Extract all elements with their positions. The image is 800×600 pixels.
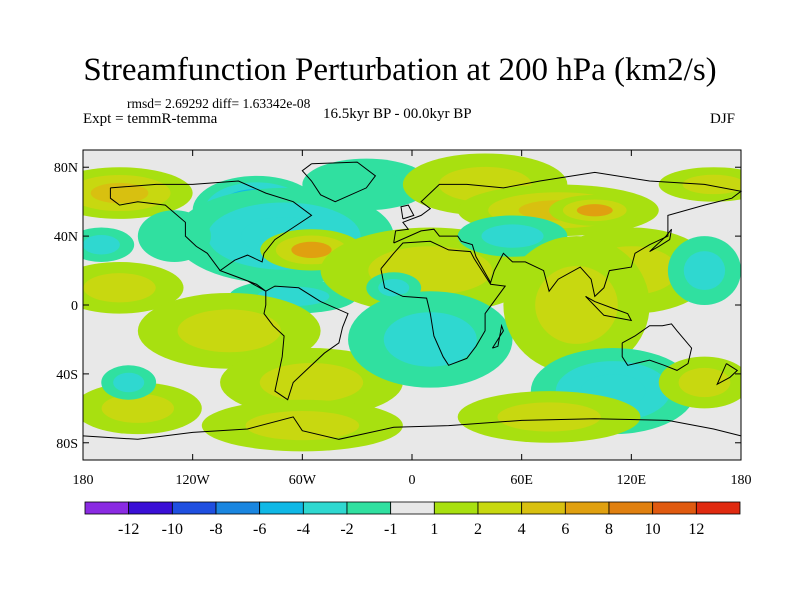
rmsd-diff-stats: rmsd= 2.69292 diff= 1.63342e-08 (127, 96, 311, 111)
contour-anomaly (330, 169, 403, 200)
coastline-australia (621, 323, 693, 371)
contour-anomaly (497, 402, 601, 432)
colorbar-swatch (652, 501, 697, 515)
colorbar-label: 10 (645, 521, 661, 538)
experiment-label: Expt = temmR-temma (83, 111, 218, 127)
colorbar-swatch (128, 501, 173, 515)
coastline-eurasia (393, 171, 743, 298)
colorbar-label: 6 (561, 521, 569, 538)
lon-tick-label: 60E (510, 473, 533, 488)
colorbar-swatch (695, 501, 741, 515)
colorbar-swatch (521, 501, 566, 515)
colorbar-swatch (346, 501, 392, 515)
lon-tick-label: 180 (73, 473, 94, 488)
coastline-britain (400, 204, 415, 220)
contour-anomaly (682, 174, 741, 195)
colorbar-label: 2 (474, 521, 482, 538)
lon-tick-label: 120E (617, 473, 647, 488)
colorbar-swatch (259, 501, 304, 515)
period-label: 16.5kyr BP - 00.0kyr BP (323, 106, 472, 122)
colorbar-label: 4 (518, 521, 526, 538)
colorbar-label: -10 (162, 521, 183, 538)
colorbar-label: 1 (430, 521, 438, 538)
contour-anomaly (101, 393, 174, 423)
colorbar-swatch (302, 501, 348, 515)
colorbar-swatch (84, 501, 130, 515)
colorbar-label: -4 (297, 521, 310, 538)
lat-tick-label: 0 (71, 299, 78, 314)
colorbar-swatch (433, 501, 479, 515)
coastline-japan (649, 228, 672, 253)
contour-anomaly (683, 251, 726, 291)
lat-tick-label: 40N (54, 230, 78, 245)
coastlines (82, 161, 743, 440)
colorbar-swatch (564, 501, 610, 515)
colorbar-label: 8 (605, 521, 613, 538)
colorbar-swatch (171, 501, 217, 515)
contour-anomaly (259, 363, 364, 402)
contour-anomaly (83, 273, 156, 303)
contour-anomaly (90, 182, 149, 204)
colorbar: -12 -10 -8 -6 -4 -2 -1 1 2 4 6 8 10 12 (84, 501, 741, 538)
lon-tick-label: 60W (289, 473, 317, 488)
lon-tick-label: 180 (731, 473, 752, 488)
contour-field (83, 150, 741, 460)
contour-anomaly (291, 241, 332, 259)
colorbar-label: -12 (118, 521, 139, 538)
colorbar-label: -1 (384, 521, 397, 538)
contour-anomaly (83, 234, 120, 255)
coastline-indonesia (585, 295, 633, 322)
contour-anomaly (481, 224, 544, 248)
contour-anomaly (535, 266, 618, 344)
contour-anomaly (245, 410, 360, 441)
contour-anomaly (576, 204, 613, 217)
colorbar-label: -8 (209, 521, 222, 538)
colorbar-label: 12 (688, 521, 704, 538)
lat-tick-label: 40S (56, 368, 78, 383)
colorbar-swatch (477, 501, 523, 515)
colorbar-label: -2 (340, 521, 353, 538)
season-label: DJF (710, 111, 736, 127)
plot-title: Streamfunction Perturbation at 200 hPa (… (83, 52, 717, 88)
coastline-new-zealand (716, 363, 739, 386)
coastline-madagascar (491, 323, 504, 349)
contour-anomaly (177, 309, 281, 353)
contour-anomaly (678, 367, 731, 398)
coastline-greenland (301, 161, 377, 203)
lat-tick-label: 80S (56, 437, 78, 452)
colorbar-swatch (608, 501, 654, 515)
contour-anomaly (383, 312, 477, 367)
coastline-antarctica (82, 416, 742, 440)
axis-ticks: 80N 40N 0 40S 80S 180 120W 60W 0 60E 120E 180 (54, 150, 752, 488)
contour-anomaly (378, 279, 410, 297)
contour-anomaly (153, 221, 196, 251)
coastline-africa (380, 240, 507, 366)
lon-tick-label: 120W (176, 473, 211, 488)
lon-tick-label: 0 (409, 473, 416, 488)
colorbar-label: -6 (253, 521, 266, 538)
colorbar-swatch (215, 501, 261, 515)
coastline-north-america (109, 180, 313, 292)
coastline-south-america (263, 285, 349, 401)
contour-anomaly (113, 372, 145, 393)
colorbar-swatch (390, 501, 435, 515)
lat-tick-label: 80N (54, 161, 78, 176)
